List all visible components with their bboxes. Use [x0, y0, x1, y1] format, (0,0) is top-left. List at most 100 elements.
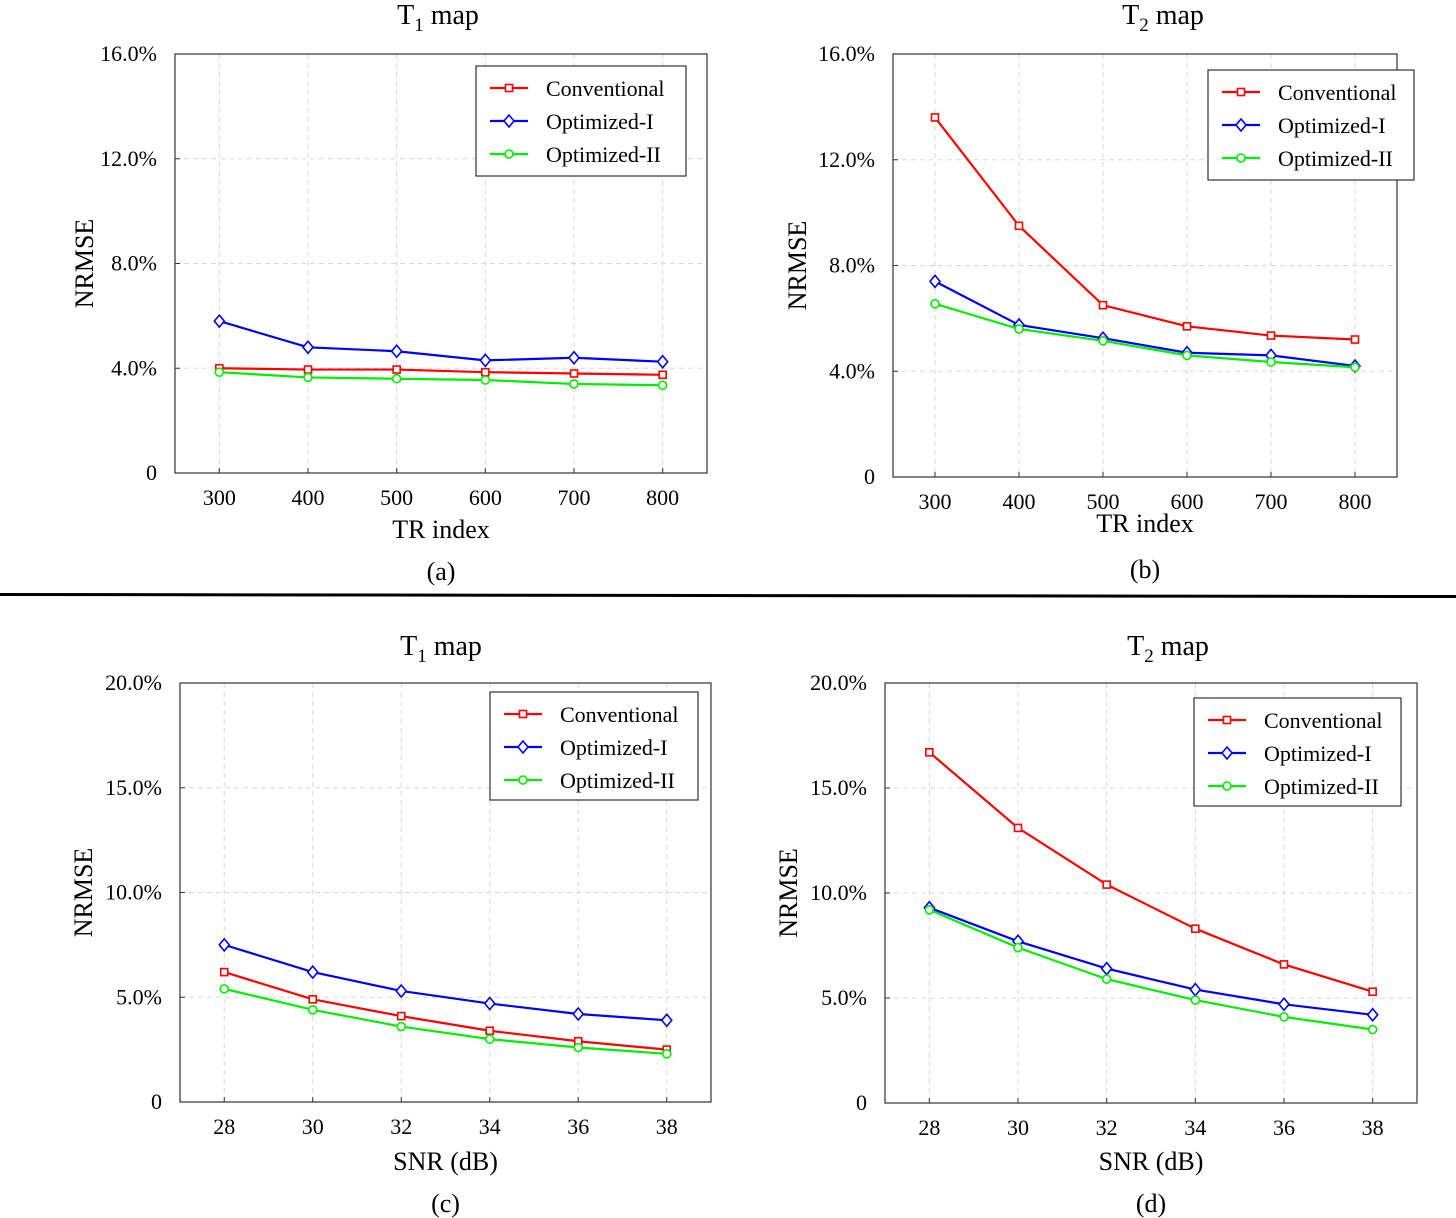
data-point: [396, 1011, 406, 1021]
data-point: [656, 354, 669, 369]
chart-title-main: T: [400, 631, 417, 662]
series-line: [223, 971, 667, 1051]
data-point: [930, 113, 940, 122]
chart-title-rest: map: [1154, 631, 1209, 662]
chart-title-main: T: [1122, 0, 1139, 31]
y-tick-label: 4.0%: [111, 355, 157, 380]
x-axis-label: TR index: [1096, 509, 1194, 538]
y-tick-label: 12.0%: [818, 147, 875, 172]
series-line: [223, 943, 667, 1022]
data-point: [569, 369, 579, 378]
legend-swatch-marker: [1236, 87, 1246, 97]
data-point: [1100, 961, 1113, 976]
series-line: [928, 906, 1373, 1016]
legend: Conventional Optimized-I Optimized-II: [489, 691, 699, 801]
data-point: [1098, 336, 1108, 346]
x-tick-label: 38: [656, 1114, 678, 1139]
data-point: [219, 967, 229, 977]
x-tick-label: 36: [567, 1114, 589, 1139]
panel-caption: (a): [427, 557, 456, 586]
chart-title: T1 map: [400, 631, 482, 667]
legend: Conventional Optimized-I Optimized-II: [475, 65, 687, 177]
data-point: [485, 1026, 495, 1036]
legend-entry-label: Optimized-I: [546, 109, 654, 134]
x-tick-label: 800: [1339, 489, 1372, 514]
y-tick-label: 0: [146, 460, 157, 485]
chart-title-main: T: [397, 0, 414, 31]
data-point: [567, 350, 581, 366]
data-point: [303, 365, 313, 374]
series-diamond: [923, 900, 1379, 1023]
y-tick-label: 15.0%: [105, 775, 162, 800]
y-tick-label: 10.0%: [105, 880, 162, 905]
x-tick-label: 300: [919, 489, 952, 514]
data-point: [1266, 331, 1276, 340]
legend-entry-label: Conventional: [1278, 80, 1397, 105]
chart-panel-3: 0 5.0% 10.0% 15.0% 20.0% 28 30 32 34 36 38 Conventi…: [774, 631, 1418, 1218]
data-point: [395, 983, 408, 999]
series-line: [219, 367, 663, 376]
y-tick-label: 16.0%: [100, 41, 157, 66]
data-point: [1350, 335, 1360, 344]
data-point: [1277, 997, 1291, 1012]
data-point: [1266, 357, 1276, 367]
x-tick-label: 28: [213, 1114, 235, 1139]
chart-title: T2 map: [1122, 0, 1204, 36]
series-circle: [930, 299, 1360, 373]
x-tick-label: 28: [918, 1115, 940, 1140]
series-line: [928, 908, 1373, 1031]
data-point: [1014, 324, 1024, 334]
data-point: [1102, 880, 1111, 889]
legend-entry-label: Optimized-II: [546, 142, 661, 167]
series-circle: [219, 984, 672, 1059]
x-tick-label: 38: [1362, 1115, 1384, 1140]
data-point: [1279, 1012, 1289, 1022]
panel-caption: (d): [1136, 1189, 1166, 1218]
chart-title-subscript: 2: [1144, 646, 1154, 667]
data-point: [396, 1021, 407, 1032]
x-tick-label: 300: [203, 485, 236, 510]
legend-swatch-marker: [1222, 781, 1232, 791]
legend-swatch-marker: [518, 775, 528, 785]
series-square: [930, 113, 1360, 344]
data-point: [479, 353, 492, 368]
data-point: [573, 1042, 584, 1053]
data-point: [213, 313, 226, 329]
data-point: [1367, 1024, 1378, 1035]
x-tick-label: 700: [558, 485, 591, 510]
data-point: [306, 964, 319, 980]
series-square: [925, 747, 1377, 997]
data-point: [1189, 982, 1202, 997]
y-axis-label: NRMSE: [69, 848, 98, 938]
x-tick-label: 36: [1273, 1115, 1295, 1140]
data-point: [214, 367, 225, 377]
chart-title: T2 map: [1127, 631, 1209, 667]
y-tick-label: 15.0%: [810, 775, 867, 800]
data-point: [660, 1013, 673, 1028]
x-axis-label: SNR (dB): [393, 1147, 498, 1176]
data-point: [928, 274, 942, 289]
legend-entry-label: Conventional: [560, 702, 679, 727]
y-tick-label: 12.0%: [100, 146, 157, 171]
series-line: [223, 987, 667, 1055]
series-diamond: [218, 937, 673, 1028]
chart-panel-0: 0 4.0% 8.0% 12.0% 16.0% 300 400 500 600 700 800 Con…: [70, 0, 708, 586]
series-line: [219, 320, 663, 363]
data-point: [1368, 987, 1377, 997]
legend-entry-label: Optimized-II: [1278, 146, 1393, 171]
legend: Conventional Optimized-I Optimized-II: [1207, 69, 1415, 181]
data-point: [1013, 942, 1023, 953]
series-line: [934, 280, 1356, 368]
data-point: [572, 1006, 585, 1022]
data-point: [1350, 362, 1360, 373]
data-point: [301, 340, 315, 355]
legend: Conventional Optimized-I Optimized-II: [1193, 697, 1402, 807]
chart-title-main: T: [1127, 631, 1144, 662]
chart-title-rest: map: [424, 0, 479, 31]
series-circle: [924, 904, 1378, 1035]
legend-swatch-marker: [516, 739, 530, 755]
y-tick-label: 0: [151, 1089, 162, 1114]
series-diamond: [213, 313, 669, 369]
data-point: [1191, 924, 1200, 934]
